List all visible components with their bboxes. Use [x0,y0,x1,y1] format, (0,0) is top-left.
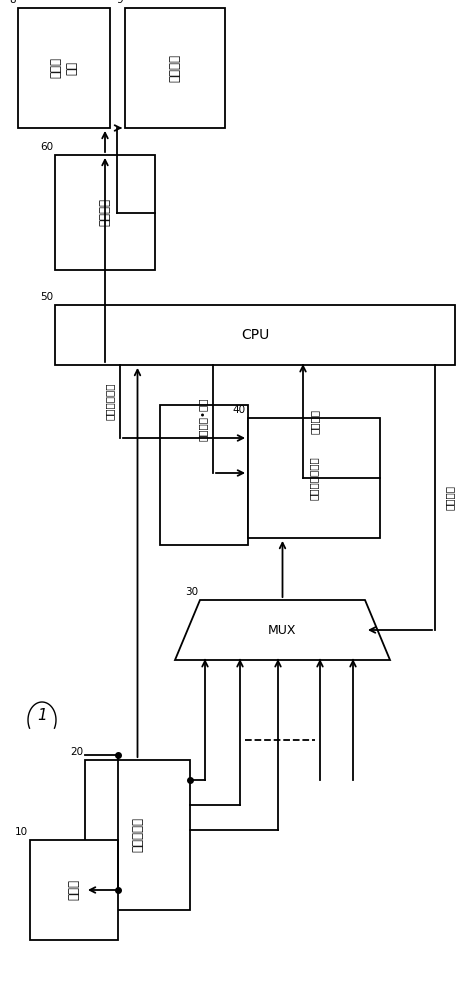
Text: 50: 50 [40,292,53,302]
Bar [85,760,189,910]
Text: 9: 9 [116,0,123,5]
Bar [55,155,155,270]
Text: 导入开始•停止: 导入开始•停止 [198,397,208,441]
Text: 导入数据: 导入数据 [309,409,319,434]
Text: 信号处理部: 信号处理部 [131,818,144,852]
Text: CPU: CPU [240,328,268,342]
Text: 控制系统: 控制系统 [168,54,181,82]
Text: 8: 8 [10,0,16,5]
Bar [248,418,379,538]
Text: 信号选择: 信号选择 [444,485,454,510]
Text: 30: 30 [185,587,198,597]
Bar [125,8,225,128]
Bar [55,305,454,365]
Bar [18,8,110,128]
Bar [30,840,118,940]
Text: 20: 20 [69,747,83,757]
Text: 10: 10 [15,827,28,837]
Text: MUX: MUX [268,624,296,637]
Text: 1: 1 [37,708,47,722]
Polygon shape [175,600,389,660]
Text: 导入周期设定: 导入周期设定 [105,383,115,420]
Text: 40: 40 [232,405,246,415]
Bar [159,405,248,545]
Text: 便携型
终端: 便携型 终端 [50,57,79,79]
Text: 传感器: 传感器 [68,880,80,900]
Text: 60: 60 [40,142,53,152]
Text: 输出电路: 输出电路 [98,198,111,227]
Text: 波形取得存储器: 波形取得存储器 [308,456,318,500]
